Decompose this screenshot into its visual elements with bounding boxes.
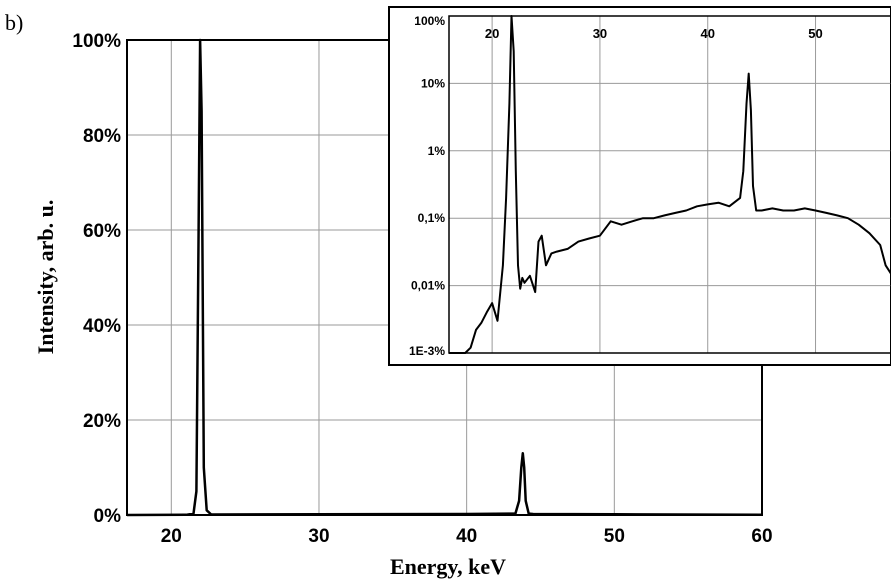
main-y-tick-label: 0% xyxy=(94,506,122,527)
inset-plot-frame xyxy=(448,15,891,354)
main-x-tick-label: 50 xyxy=(604,526,625,547)
main-y-tick-label: 40% xyxy=(83,316,121,337)
inset-gridlines xyxy=(449,16,891,353)
x-axis-title: Energy, keV xyxy=(390,554,506,579)
inset-y-tick-label: 0,01% xyxy=(411,279,445,293)
inset-y-tick-label: 0,1% xyxy=(418,211,446,225)
inset-x-tick-label: 20 xyxy=(485,26,499,41)
inset-y-tick-label: 1E-3% xyxy=(409,344,445,358)
main-y-tick-labels: 0% 20% 40% 60% 80% 100% xyxy=(72,31,121,527)
inset-y-tick-label: 1% xyxy=(428,144,446,158)
inset-y-tick-labels: 100% 10% 1% 0,1% 0,01% 1E-3% xyxy=(409,14,445,358)
inset-series-line xyxy=(449,15,891,354)
inset-y-tick-label: 10% xyxy=(421,76,445,90)
main-y-tick-label: 60% xyxy=(83,221,121,242)
main-x-tick-labels: 20 30 40 50 60 xyxy=(161,526,773,547)
main-series-line xyxy=(126,38,763,517)
inset-x-tick-label: 30 xyxy=(593,26,607,41)
inset-x-tick-label: 50 xyxy=(808,26,822,41)
main-x-tick-label: 20 xyxy=(161,526,182,547)
main-x-tick-label: 30 xyxy=(308,526,329,547)
main-x-tick-label: 60 xyxy=(751,526,772,547)
main-chart: 20 30 40 50 60 0% 20% 40% 60% 80% 100% Energy, ke… xyxy=(33,31,773,579)
main-y-tick-label: 20% xyxy=(83,411,121,432)
main-y-tick-label: 100% xyxy=(72,31,121,52)
main-x-tick-label: 40 xyxy=(456,526,477,547)
inset-background xyxy=(388,6,891,366)
inset-x-tick-labels: 20 30 40 50 xyxy=(485,26,823,41)
inset-y-tick-label: 100% xyxy=(414,14,445,28)
main-y-tick-label: 80% xyxy=(83,126,121,147)
inset-x-tick-label: 40 xyxy=(700,26,714,41)
panel-label: b) xyxy=(5,10,23,35)
inset-chart: 20 30 40 50 100% 10% 1% 0,1% 0,01% 1E-3% xyxy=(388,6,891,366)
y-axis-title: Intensity, arb. u. xyxy=(33,200,58,355)
